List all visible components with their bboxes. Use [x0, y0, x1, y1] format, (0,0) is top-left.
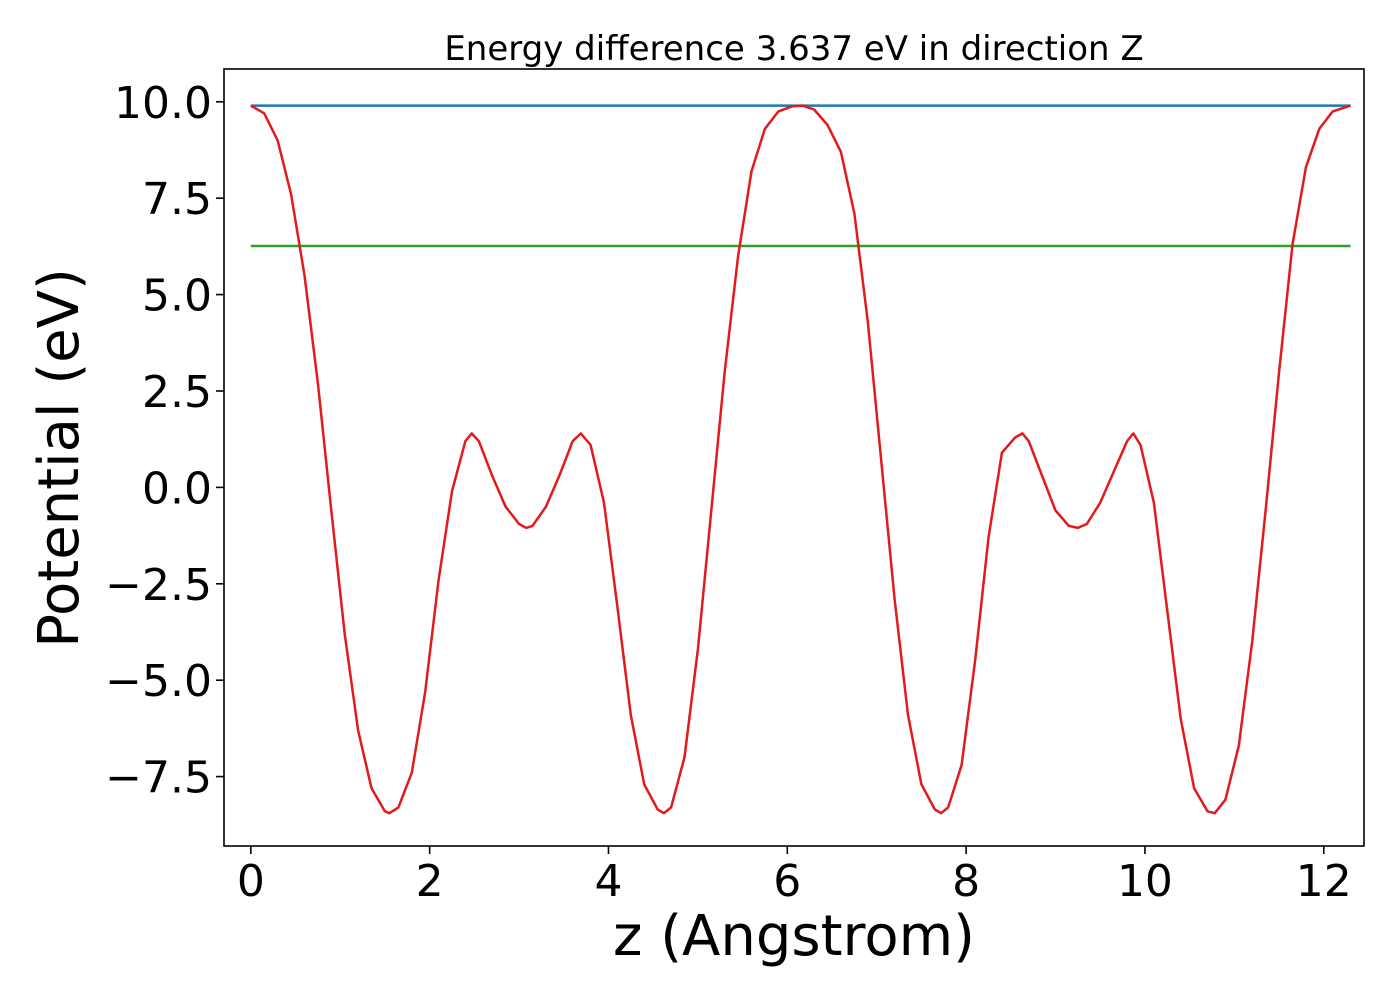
x-tick-label: 0 — [237, 856, 265, 907]
y-tick-label: −7.5 — [105, 753, 212, 804]
y-tick-label: 0.0 — [142, 463, 212, 514]
x-tick-label: 2 — [416, 856, 444, 907]
y-tick-label: 2.5 — [142, 367, 212, 418]
x-tick-label: 10 — [1117, 856, 1173, 907]
x-tick-label: 8 — [952, 856, 980, 907]
y-tick-label: 7.5 — [142, 174, 212, 225]
y-tick-label: 10.0 — [114, 78, 212, 129]
plot-frame — [223, 68, 1365, 847]
x-axis: 0 2 4 6 8 10 12 — [237, 846, 1352, 907]
y-tick-label: 5.0 — [142, 271, 212, 322]
x-axis-label: z (Angstrom) — [613, 904, 975, 969]
series-line-2 — [250, 104, 1351, 815]
series-layer — [250, 104, 1351, 815]
x-tick-label: 6 — [773, 856, 801, 907]
x-tick-label: 12 — [1296, 856, 1352, 907]
x-tick-label: 4 — [594, 856, 622, 907]
y-axis: 10.0 7.5 5.0 2.5 0.0 −2.5 −5.0 −7.5 — [105, 78, 224, 804]
y-tick-label: −2.5 — [105, 560, 212, 611]
y-tick-label: −5.0 — [105, 656, 212, 707]
chart-title: Energy difference 3.637 eV in direction … — [444, 29, 1143, 69]
y-axis-label: Potential (eV) — [27, 268, 92, 648]
